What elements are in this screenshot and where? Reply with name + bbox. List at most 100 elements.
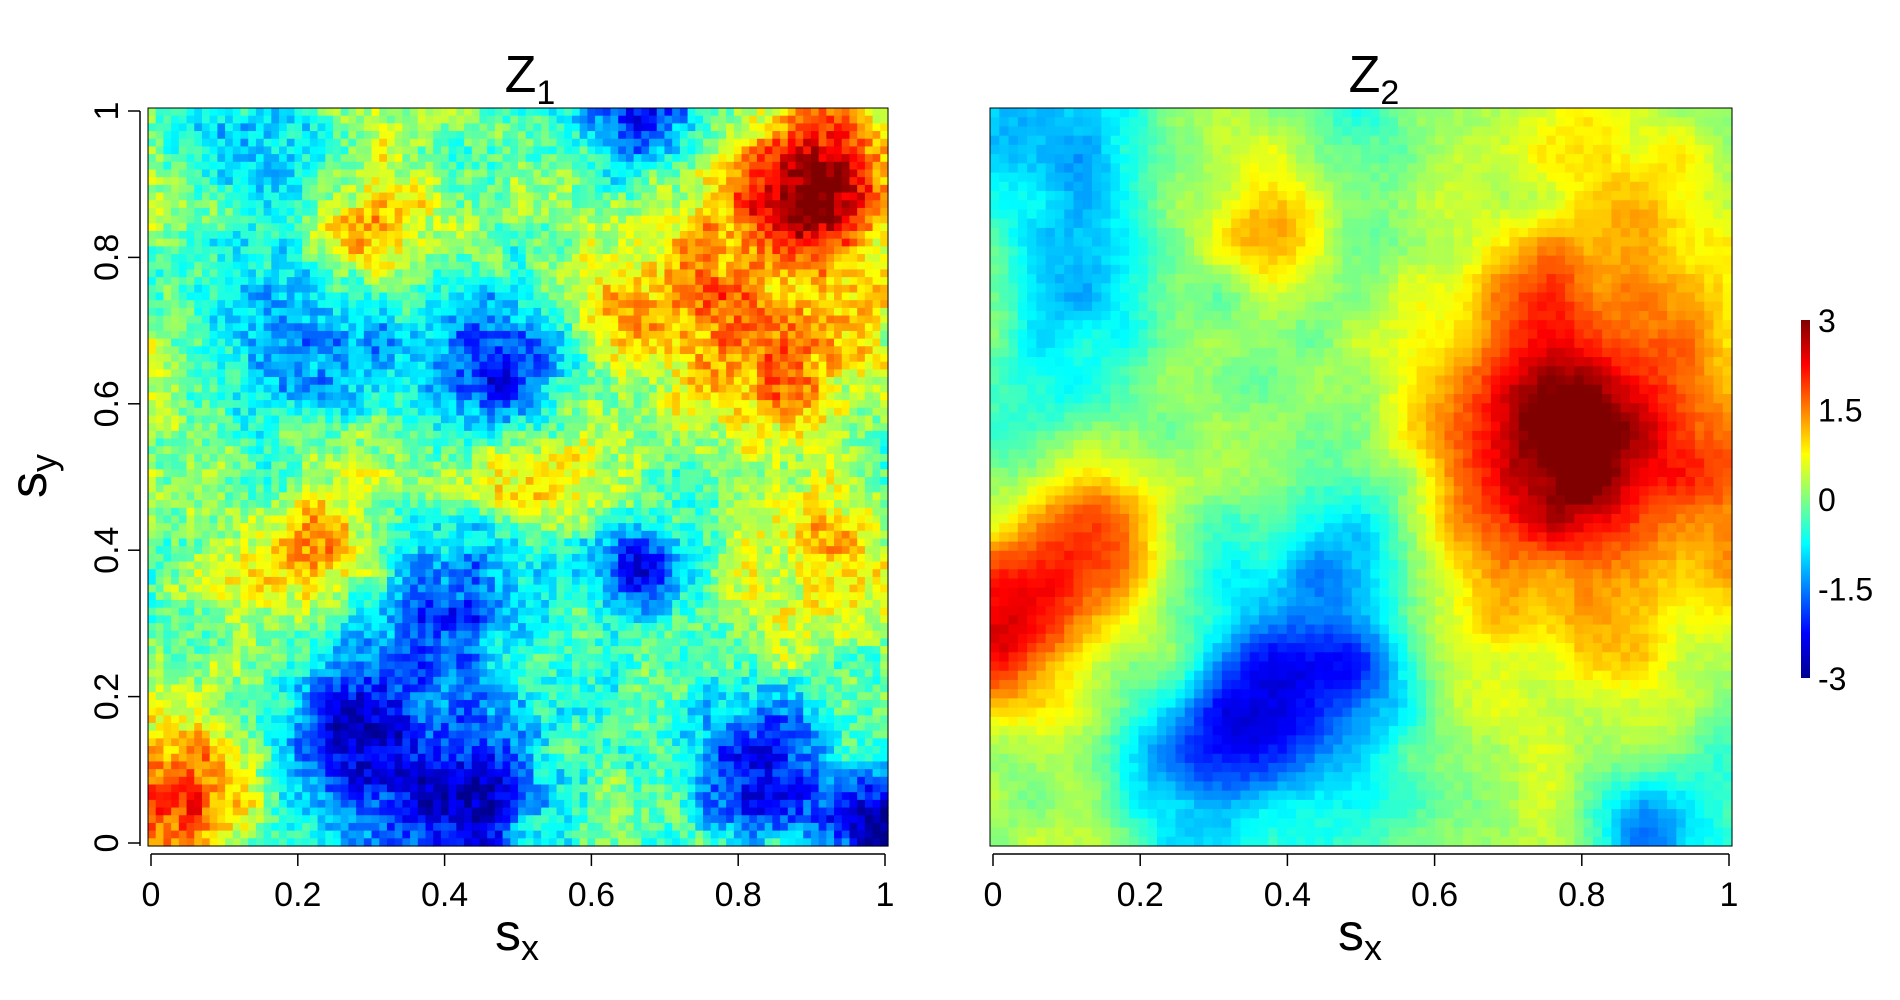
heatmap-cell [571, 446, 581, 455]
heatmap-cell [194, 207, 203, 217]
heatmap-cell [649, 131, 658, 140]
heatmap-cell [510, 146, 519, 155]
heatmap-cell [209, 231, 218, 240]
heatmap-cell [309, 154, 319, 163]
heatmap-cell [726, 277, 735, 286]
heatmap-cell [818, 200, 827, 209]
heatmap-cell [772, 108, 781, 117]
heatmap-cell [703, 330, 712, 340]
heatmap-cell [764, 384, 773, 394]
heatmap-cell [394, 484, 403, 493]
heatmap-cell [695, 307, 704, 317]
heatmap-cell [209, 438, 218, 447]
heatmap-cell [733, 184, 743, 194]
heatmap-cell [810, 169, 820, 178]
heatmap-cell [857, 500, 866, 509]
heatmap-cell [826, 177, 835, 186]
heatmap-cell [618, 469, 627, 478]
heatmap-cell [733, 123, 743, 132]
heatmap-cell [548, 461, 558, 470]
heatmap-cell [433, 300, 442, 309]
heatmap-cell [810, 184, 820, 194]
heatmap-cell [494, 146, 504, 155]
heatmap-cell [363, 446, 373, 455]
heatmap-cell [155, 277, 165, 286]
heatmap-cell [533, 161, 542, 171]
heatmap-cell [502, 469, 511, 478]
heatmap-cell [633, 131, 642, 140]
heatmap-cell [818, 415, 827, 424]
heatmap-cell [502, 131, 511, 140]
heatmap-cell [787, 177, 797, 186]
heatmap-cell [548, 223, 558, 232]
heatmap-cell [464, 338, 473, 347]
heatmap-cell [795, 492, 804, 501]
heatmap-cell [155, 384, 165, 394]
heatmap-cell [194, 354, 203, 363]
heatmap-cell [440, 361, 450, 370]
heatmap-cell [271, 400, 280, 409]
heatmap-cell [417, 300, 427, 309]
heatmap-cell [741, 484, 750, 493]
heatmap-cell [525, 108, 535, 117]
heatmap-cell [687, 215, 696, 224]
heatmap-cell [857, 461, 866, 470]
heatmap-cell [579, 338, 588, 347]
heatmap-cell [857, 453, 866, 463]
heatmap-cell [325, 400, 334, 409]
heatmap-cell [695, 323, 704, 332]
heatmap-cell [440, 115, 450, 124]
heatmap-cell [625, 254, 635, 263]
heatmap-cell [440, 223, 450, 232]
heatmap-cell [772, 169, 781, 178]
heatmap-cell [371, 277, 380, 286]
heatmap-cell [518, 131, 527, 140]
heatmap-cell [679, 354, 689, 363]
heatmap-cell [201, 407, 211, 417]
heatmap-cell [672, 500, 681, 509]
heatmap-cell [487, 315, 496, 324]
heatmap-cell [379, 323, 388, 332]
heatmap-cell [826, 254, 835, 263]
heatmap-cell [163, 269, 172, 278]
heatmap-cell [780, 284, 789, 294]
heatmap-cell [872, 461, 881, 470]
heatmap-cell [448, 184, 457, 194]
heatmap-cell [756, 246, 766, 255]
heatmap-cell [371, 346, 380, 355]
heatmap-cell [410, 169, 419, 178]
heatmap-cell [371, 307, 380, 317]
heatmap-cell [255, 292, 265, 301]
heatmap-cell [726, 438, 735, 447]
heatmap-cell [448, 284, 457, 294]
heatmap-cell [756, 338, 766, 347]
heatmap-cell [864, 384, 874, 394]
heatmap-cell [625, 461, 635, 470]
heatmap-cell [595, 292, 604, 301]
heatmap-cell [294, 300, 303, 309]
heatmap-cell [718, 169, 727, 178]
heatmap-cell [772, 500, 781, 509]
heatmap-cell [687, 323, 696, 332]
heatmap-cell [464, 369, 473, 378]
heatmap-cell [201, 154, 211, 163]
heatmap-cell [818, 346, 827, 355]
heatmap-cell [756, 184, 766, 194]
heatmap-cell [194, 484, 203, 493]
heatmap-cell [510, 400, 519, 409]
heatmap-cell [726, 484, 735, 493]
heatmap-cell [664, 407, 673, 417]
heatmap-cell [394, 108, 403, 117]
heatmap-cell [487, 492, 496, 501]
heatmap-cell [741, 169, 750, 178]
heatmap-cell [564, 131, 573, 140]
heatmap-cell [379, 138, 388, 148]
heatmap-cell [225, 338, 234, 347]
heatmap-cell [656, 138, 666, 148]
heatmap-cell [201, 323, 211, 332]
heatmap-cell [587, 184, 596, 194]
heatmap-cell [410, 277, 419, 286]
heatmap-cell [317, 177, 326, 186]
heatmap-cell [394, 207, 403, 217]
heatmap-cell [841, 446, 851, 455]
